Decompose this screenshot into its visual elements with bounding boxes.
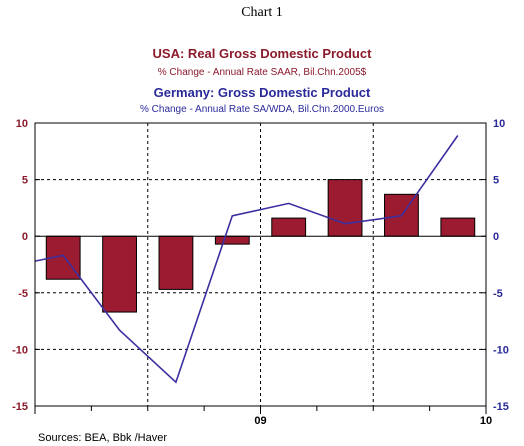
grid-lines [35, 123, 486, 406]
y-tick-label-right: -5 [493, 288, 503, 300]
y-tick-label-left: -5 [18, 288, 28, 300]
y-tick-label-right: -10 [493, 344, 509, 356]
usa-bar [327, 179, 363, 237]
usa-bar [214, 235, 250, 245]
chart-number: Chart 1 [241, 5, 283, 20]
usa-title: USA: Real Gross Domestic Product [153, 46, 373, 61]
germany-line [34, 135, 459, 384]
x-tick-label: 10 [480, 415, 492, 427]
y-tick-label-left: -10 [12, 344, 28, 356]
y-axis-right-labels: 10 5 0 -5 -10 -15 [493, 118, 509, 413]
y-tick-label-left: 0 [22, 231, 28, 243]
sources-note: Sources: BEA, Bbk /Haver [38, 432, 167, 444]
axis-ticks [34, 122, 487, 414]
y-tick-label-left: 5 [22, 175, 28, 187]
usa-bar [45, 235, 81, 280]
y-tick-label-right: 10 [493, 118, 505, 130]
usa-bar [158, 235, 194, 290]
germany-subtitle: % Change - Annual Rate SA/WDA, Bil.Chn.2… [140, 104, 384, 115]
x-axis-labels: 09 10 [254, 415, 492, 427]
germany-title: Germany: Gross Domestic Product [154, 85, 371, 100]
usa-bar [440, 217, 476, 237]
y-tick-label-right: -15 [493, 401, 509, 413]
usa-subtitle: % Change - Annual Rate SAAR, Bil.Chn.200… [158, 67, 367, 78]
x-tick-label: 09 [254, 415, 266, 427]
y-axis-left-labels: 10 5 0 -5 -10 -15 [12, 118, 28, 413]
germany-line-group [34, 135, 459, 384]
usa-bar [271, 217, 307, 237]
usa-bar [102, 235, 137, 313]
y-tick-label-right: 0 [493, 231, 499, 243]
y-tick-label-left: 10 [16, 118, 28, 130]
y-tick-label-right: 5 [493, 175, 499, 187]
y-tick-label-left: -15 [12, 401, 28, 413]
